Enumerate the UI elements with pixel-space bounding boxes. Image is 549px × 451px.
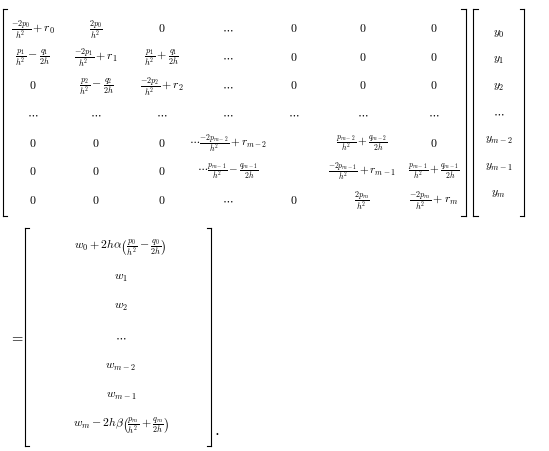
Text: $w_2$: $w_2$	[114, 302, 128, 313]
Text: $0$: $0$	[290, 195, 298, 207]
Text: $y_2$: $y_2$	[493, 81, 505, 93]
Text: $0$: $0$	[29, 166, 37, 178]
Text: $.$: $.$	[214, 423, 220, 439]
Text: $\cdots$: $\cdots$	[91, 109, 102, 121]
Text: $0$: $0$	[158, 166, 166, 178]
Text: $\frac{p_{m-1}}{h^2}+\frac{q_{m-1}}{2h}$: $\frac{p_{m-1}}{h^2}+\frac{q_{m-1}}{2h}$	[408, 162, 460, 182]
Text: $w_{m-1}$: $w_{m-1}$	[105, 391, 136, 402]
Text: $0$: $0$	[430, 138, 438, 150]
Text: $\cdots$: $\cdots$	[115, 331, 126, 343]
Text: $\frac{p_1}{h^2}+\frac{q_1}{2h}$: $\frac{p_1}{h^2}+\frac{q_1}{2h}$	[144, 47, 180, 68]
Text: $0$: $0$	[29, 195, 37, 207]
Text: $\cdots$: $\cdots$	[222, 23, 233, 35]
Text: $w_m-2h\beta\left(\frac{p_m}{h^2}+\frac{q_m}{2h}\right)$: $w_m-2h\beta\left(\frac{p_m}{h^2}+\frac{…	[73, 416, 169, 437]
Text: $\frac{-2p_{m-1}}{h^2}+r_{m-1}$: $\frac{-2p_{m-1}}{h^2}+r_{m-1}$	[328, 161, 396, 183]
Text: $\cdots$: $\cdots$	[222, 52, 233, 64]
Text: $\frac{p_1}{h^2}-\frac{q_1}{2h}$: $\frac{p_1}{h^2}-\frac{q_1}{2h}$	[15, 47, 51, 68]
Text: $\frac{-2p_2}{h^2}+r_2$: $\frac{-2p_2}{h^2}+r_2$	[140, 75, 184, 98]
Text: $\cdots$: $\cdots$	[357, 109, 368, 121]
Text: $\cdots$: $\cdots$	[428, 109, 439, 121]
Text: $y_m$: $y_m$	[491, 188, 506, 200]
Text: $\cdots$: $\cdots$	[222, 81, 233, 92]
Text: $0$: $0$	[358, 23, 366, 35]
Text: $\cdots$: $\cdots$	[288, 109, 299, 121]
Text: $\cdots$: $\cdots$	[156, 109, 167, 121]
Text: $\frac{p_{m-2}}{h^2}+\frac{q_{m-2}}{2h}$: $\frac{p_{m-2}}{h^2}+\frac{q_{m-2}}{2h}$	[337, 133, 388, 154]
Text: $\cdots$: $\cdots$	[222, 195, 233, 207]
Text: $0$: $0$	[358, 80, 366, 92]
Text: $y_{m-1}$: $y_{m-1}$	[485, 161, 513, 173]
Text: $\cdots$: $\cdots$	[222, 109, 233, 121]
Text: $\frac{-2p_0}{h^2}+r_0$: $\frac{-2p_0}{h^2}+r_0$	[11, 18, 55, 41]
Text: $0$: $0$	[29, 80, 37, 92]
Text: $0$: $0$	[430, 52, 438, 64]
Text: $0$: $0$	[290, 23, 298, 35]
Text: $\frac{-2p_m}{h^2}+r_m$: $\frac{-2p_m}{h^2}+r_m$	[409, 189, 458, 212]
Text: $w_0+2h\alpha\left(\frac{p_0}{h^2}-\frac{q_0}{2h}\right)$: $w_0+2h\alpha\left(\frac{p_0}{h^2}-\frac…	[75, 238, 167, 258]
Text: $\cdots\frac{-2p_{m-2}}{h^2}+r_{m-2}$: $\cdots\frac{-2p_{m-2}}{h^2}+r_{m-2}$	[189, 133, 267, 155]
Text: $\cdots$: $\cdots$	[27, 109, 38, 121]
Text: $\frac{2p_0}{h^2}$: $\frac{2p_0}{h^2}$	[89, 18, 103, 41]
Text: $0$: $0$	[158, 195, 166, 207]
Text: $y_0$: $y_0$	[493, 28, 505, 40]
Text: $=$: $=$	[9, 331, 24, 344]
Text: $y_{m-2}$: $y_{m-2}$	[485, 135, 513, 147]
Text: $0$: $0$	[430, 23, 438, 35]
Text: $\frac{2p_m}{h^2}$: $\frac{2p_m}{h^2}$	[355, 189, 370, 212]
Text: $w_{m-2}$: $w_{m-2}$	[105, 361, 136, 373]
Text: $0$: $0$	[290, 80, 298, 92]
Text: $0$: $0$	[92, 195, 100, 207]
Text: $0$: $0$	[290, 52, 298, 64]
Text: $0$: $0$	[29, 138, 37, 150]
Text: $0$: $0$	[158, 138, 166, 150]
Text: $0$: $0$	[158, 23, 166, 35]
Text: $0$: $0$	[92, 138, 100, 150]
Text: $\cdots$: $\cdots$	[493, 108, 505, 120]
Text: $\frac{p_2}{h^2}-\frac{q_2}{2h}$: $\frac{p_2}{h^2}-\frac{q_2}{2h}$	[79, 76, 114, 97]
Text: $y_1$: $y_1$	[493, 55, 505, 66]
Text: $0$: $0$	[358, 52, 366, 64]
Text: $w_1$: $w_1$	[114, 272, 128, 284]
Text: $\cdots\frac{p_{m-1}}{h^2}-\frac{q_{m-1}}{2h}$: $\cdots\frac{p_{m-1}}{h^2}-\frac{q_{m-1}…	[197, 162, 259, 182]
Text: $\frac{-2p_1}{h^2}+r_1$: $\frac{-2p_1}{h^2}+r_1$	[74, 46, 118, 69]
Text: $0$: $0$	[430, 80, 438, 92]
Text: $0$: $0$	[92, 166, 100, 178]
